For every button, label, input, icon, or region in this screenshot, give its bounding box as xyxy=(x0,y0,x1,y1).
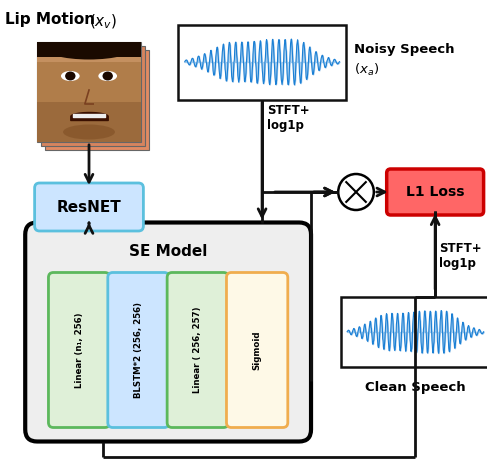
FancyBboxPatch shape xyxy=(37,42,141,142)
Text: $(x_a)$: $(x_a)$ xyxy=(354,62,379,78)
Text: Noisy Speech: Noisy Speech xyxy=(354,43,459,56)
FancyBboxPatch shape xyxy=(34,183,143,231)
Text: Linear (n₁, 256): Linear (n₁, 256) xyxy=(75,312,84,388)
FancyBboxPatch shape xyxy=(48,273,110,427)
Text: Sigmoid: Sigmoid xyxy=(252,330,262,370)
FancyBboxPatch shape xyxy=(178,24,346,99)
FancyBboxPatch shape xyxy=(25,223,311,442)
Text: L1 Loss: L1 Loss xyxy=(406,185,464,199)
Circle shape xyxy=(338,174,374,210)
FancyBboxPatch shape xyxy=(341,297,490,367)
Text: Clean Speech: Clean Speech xyxy=(365,381,466,394)
Text: Lip Motion: Lip Motion xyxy=(5,12,100,27)
Text: STFT+
log1p: STFT+ log1p xyxy=(439,242,482,270)
Text: SE Model: SE Model xyxy=(129,244,207,260)
Text: Linear ( 256, 257): Linear ( 256, 257) xyxy=(193,307,202,393)
Text: ResNET: ResNET xyxy=(57,200,122,214)
Text: STFT+
log1p: STFT+ log1p xyxy=(267,104,309,133)
FancyBboxPatch shape xyxy=(387,169,484,215)
FancyBboxPatch shape xyxy=(226,273,288,427)
FancyBboxPatch shape xyxy=(108,273,169,427)
FancyBboxPatch shape xyxy=(41,46,145,146)
Text: $(x_v)$: $(x_v)$ xyxy=(89,13,117,31)
Text: BLSTM*2 (256, 256): BLSTM*2 (256, 256) xyxy=(134,302,143,398)
FancyBboxPatch shape xyxy=(45,50,149,150)
FancyBboxPatch shape xyxy=(167,273,228,427)
